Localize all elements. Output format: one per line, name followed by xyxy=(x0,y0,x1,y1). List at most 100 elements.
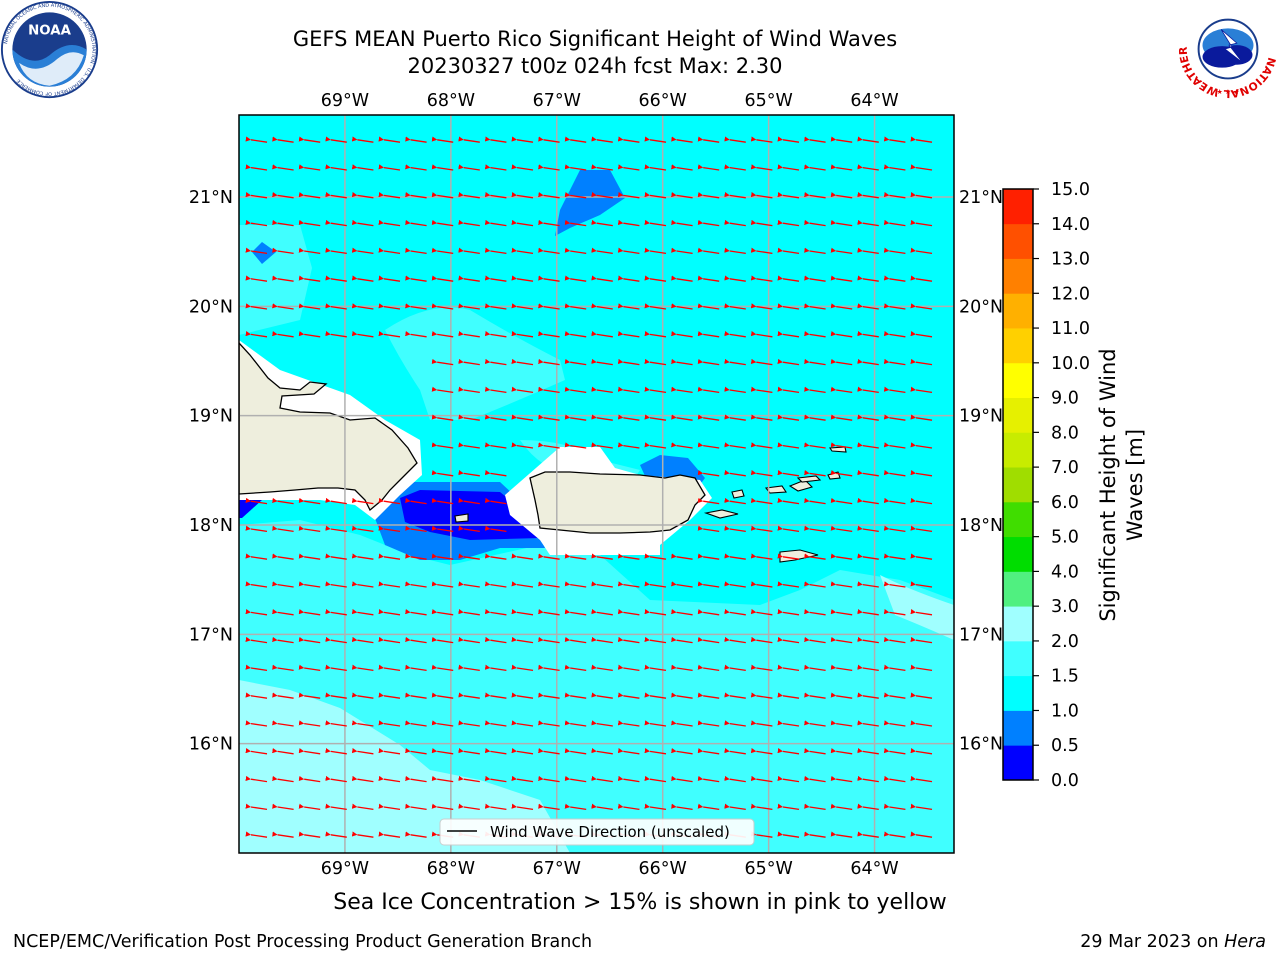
wind-arrow xyxy=(804,803,826,811)
wind-arrow xyxy=(883,553,906,560)
wind-arrow xyxy=(538,609,560,616)
wind-arrow xyxy=(405,247,427,255)
colorbar-segment xyxy=(1003,328,1033,364)
wind-arrow xyxy=(750,414,773,421)
wind-arrow xyxy=(378,192,401,199)
wind-arrow xyxy=(830,692,853,699)
wind-arrow xyxy=(697,136,720,143)
wind-arrow xyxy=(804,581,826,588)
wind-arrow xyxy=(830,775,853,783)
wind-arrow xyxy=(245,192,268,199)
wind-arrow xyxy=(750,664,773,672)
colorbar-segment xyxy=(1003,710,1033,746)
colorbar-level-label: 10.0 xyxy=(1051,354,1090,374)
wind-arrow xyxy=(431,470,454,477)
wind-arrow xyxy=(245,275,268,282)
wind-arrow xyxy=(697,219,720,227)
wind-arrow xyxy=(750,692,773,699)
wind-arrow xyxy=(325,247,347,255)
map-area xyxy=(239,115,954,853)
wind-arrow xyxy=(830,609,853,616)
wind-arrow xyxy=(484,470,507,477)
wind-arrow xyxy=(564,331,587,338)
wind-arrow xyxy=(724,636,746,644)
map-legend: Wind Wave Direction (unscaled) xyxy=(439,818,755,846)
wind-arrow xyxy=(724,247,746,255)
wind-arrow xyxy=(671,247,693,255)
wind-arrow xyxy=(298,192,321,199)
colorbar-segment xyxy=(1003,293,1033,329)
wind-arrow xyxy=(538,748,560,755)
wind-arrow xyxy=(325,192,347,199)
wind-arrow xyxy=(431,386,454,394)
wind-arrow xyxy=(804,720,826,727)
wind-arrow xyxy=(325,275,347,282)
wind-arrow xyxy=(617,664,640,672)
wind-arrow xyxy=(272,831,294,838)
wind-arrow xyxy=(325,303,347,310)
wind-arrow xyxy=(458,331,480,338)
wind-arrow xyxy=(883,219,906,227)
wind-arrow xyxy=(750,442,773,449)
wind-arrow xyxy=(458,720,480,727)
wind-arrow xyxy=(458,803,480,811)
wind-arrow xyxy=(910,192,933,199)
wind-arrow xyxy=(830,581,853,588)
wind-arrow xyxy=(857,581,879,588)
wind-arrow xyxy=(511,720,534,727)
wind-arrow xyxy=(697,497,720,505)
wind-arrow xyxy=(272,720,294,727)
wind-arrow xyxy=(484,553,507,560)
wind-arrow xyxy=(671,748,693,755)
wind-arrow xyxy=(830,136,853,143)
wind-arrow xyxy=(245,748,268,755)
wind-arrow xyxy=(697,692,720,699)
wind-arrow xyxy=(538,136,560,143)
wind-arrow xyxy=(591,192,613,199)
wind-arrow xyxy=(830,497,853,505)
wind-arrow xyxy=(325,692,347,699)
colorbar-frame xyxy=(1002,188,1034,781)
wind-arrow xyxy=(351,720,374,727)
wind-arrow xyxy=(431,164,454,171)
wind-arrow xyxy=(298,664,321,672)
wind-arrow xyxy=(405,664,427,672)
lat-label-right: 19°N xyxy=(959,407,1003,427)
wind-arrow xyxy=(378,219,401,227)
wind-arrow xyxy=(724,164,746,171)
wind-arrow xyxy=(458,525,480,533)
wind-arrow xyxy=(458,609,480,616)
wind-arrow xyxy=(804,525,826,533)
wind-arrow xyxy=(777,497,800,505)
wind-arrow xyxy=(910,831,933,838)
wind-arrow xyxy=(750,803,773,811)
lon-label-top: 65°W xyxy=(744,91,792,111)
wind-arrow xyxy=(564,664,587,672)
wind-arrow xyxy=(857,386,879,394)
wind-arrow xyxy=(431,581,454,588)
wind-arrow xyxy=(724,470,746,477)
wind-arrow xyxy=(777,303,800,310)
wind-arrow xyxy=(830,247,853,255)
wind-arrow xyxy=(644,303,667,310)
wind-arrow xyxy=(431,775,454,783)
wind-arrow xyxy=(511,609,534,616)
wind-arrow xyxy=(804,831,826,838)
wind-arrow xyxy=(564,247,587,255)
wind-arrow xyxy=(804,636,826,644)
wind-arrow xyxy=(697,636,720,644)
colorbar-segment xyxy=(1003,432,1033,468)
wind-arrow xyxy=(245,803,268,811)
wind-arrow xyxy=(405,331,427,338)
wind-arrow xyxy=(484,414,507,421)
wind-arrow xyxy=(511,581,534,588)
wind-arrow xyxy=(617,331,640,338)
wind-arrow xyxy=(378,803,401,811)
wind-arrow xyxy=(697,442,720,449)
wind-arrow xyxy=(910,136,933,143)
wind-arrow xyxy=(671,386,693,394)
legend-label: Wind Wave Direction (unscaled) xyxy=(490,823,730,841)
wind-arrow xyxy=(511,192,534,199)
wind-arrow xyxy=(484,275,507,282)
wind-arrow xyxy=(272,692,294,699)
